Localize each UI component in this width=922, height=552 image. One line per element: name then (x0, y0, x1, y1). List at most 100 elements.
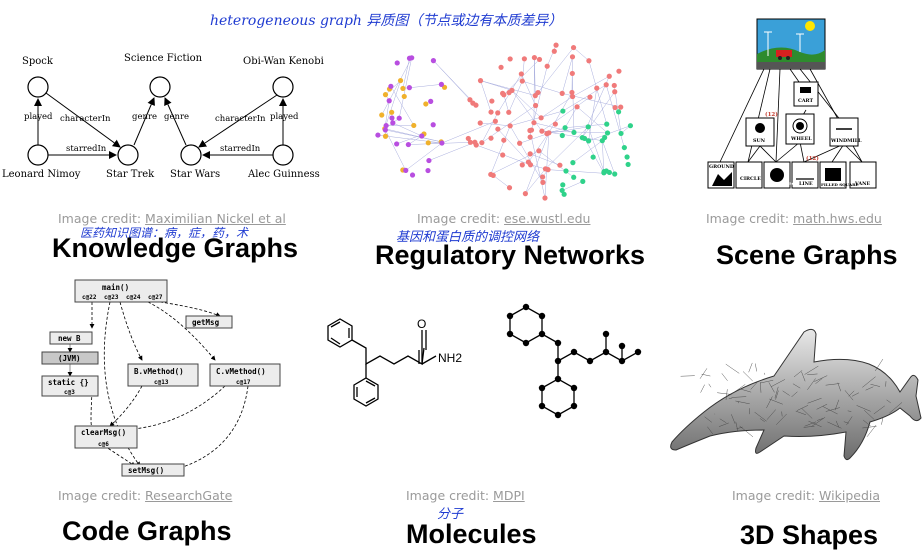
network-node (604, 121, 610, 127)
network-node (561, 191, 567, 197)
network-node (506, 185, 513, 191)
network-node (563, 168, 569, 174)
phenyl-ring-bottom (353, 377, 379, 407)
network-node (382, 127, 388, 133)
network-node (531, 54, 538, 61)
network-node (559, 90, 565, 96)
credit-link-code-graphs[interactable]: ResearchGate (145, 488, 233, 503)
network-node (470, 100, 476, 106)
network-node (559, 132, 565, 139)
network-node (477, 120, 483, 126)
kg-node-obi-wan (272, 76, 294, 98)
network-node (579, 135, 585, 141)
scene-node-circle (735, 161, 763, 189)
network-node (439, 140, 445, 146)
network-node (604, 130, 611, 136)
kg-label-spock: Spock (22, 56, 54, 67)
network-node (601, 169, 607, 175)
network-node (559, 187, 565, 194)
network-node (538, 115, 544, 121)
kg-edge-starredin-2: starredIn (220, 144, 261, 154)
network-node (569, 93, 576, 100)
network-node (627, 123, 634, 129)
network-node (495, 126, 501, 132)
code-sub-c22: c@22 (82, 294, 97, 301)
scene-count-1: (12) (765, 111, 778, 118)
network-node (569, 89, 575, 96)
kg-label-alec-guinness: Alec Guinness (247, 169, 320, 180)
scene-node-cart (793, 81, 819, 107)
network-node (386, 98, 392, 104)
kg-edge-played-1: played (24, 112, 53, 122)
network-node (539, 128, 545, 134)
network-node (467, 139, 473, 145)
title-knowledge-graphs: Knowledge Graphs (52, 233, 299, 263)
credit-link-molecules[interactable]: MDPI (493, 488, 525, 503)
code-label-main: main() (102, 283, 129, 292)
molecule-atom-node (570, 348, 578, 356)
kg-edge-genre-2: genre (164, 112, 189, 122)
network-node (560, 182, 566, 188)
network-node (375, 132, 381, 138)
network-node (403, 167, 409, 173)
scene-label-filled-circle: FILLED CIRCLE (765, 181, 801, 186)
network-node (616, 68, 622, 74)
network-node (621, 144, 627, 151)
molecule-atom-node (634, 348, 642, 356)
scene-picture (756, 18, 826, 70)
credit-link-scene-graphs[interactable]: math.hws.edu (793, 211, 882, 226)
code-node-setmsg (121, 463, 185, 477)
network-node (535, 89, 541, 96)
code-node-clearmsg (74, 425, 138, 449)
molecule-atom-node (586, 357, 594, 365)
code-label-c-vmethod: C.vMethod() (216, 367, 266, 376)
network-node (406, 85, 412, 91)
molecule-atom-node (618, 357, 626, 365)
code-label-new-b: new B (58, 334, 81, 343)
network-node (618, 104, 624, 110)
code-sub-c6: c@6 (98, 441, 109, 448)
network-node (479, 140, 485, 146)
network-node (401, 93, 407, 100)
network-node (517, 140, 523, 146)
network-node (507, 56, 513, 62)
network-node (425, 140, 431, 146)
scene-label-wheel: WHEEL (790, 136, 812, 142)
kg-node-spock (27, 76, 49, 98)
network-node (394, 141, 400, 147)
kg-edge-played-2: played (270, 112, 299, 122)
molecule-atom-node (538, 384, 546, 392)
code-graph-diagram: main() new B (JVM) static {} B.vMethod()… (41, 279, 281, 477)
credit-link-3d-shapes[interactable]: Wikipedia (819, 488, 881, 503)
molecule-atom-node (570, 384, 578, 392)
credit-3d-shapes: Image credit: Wikipedia (732, 488, 881, 503)
network-node (580, 178, 586, 184)
network-node (501, 137, 507, 143)
molecule-atom-node (506, 312, 514, 320)
network-node (562, 125, 568, 131)
code-label-clearmsg: clearMsg() (81, 428, 126, 437)
regulatory-network-diagram (375, 42, 634, 201)
kg-label-star-trek: Star Trek (106, 169, 155, 180)
network-node (618, 130, 624, 137)
network-node (569, 54, 576, 60)
network-node (500, 90, 506, 96)
network-node (426, 157, 432, 164)
code-label-b-vmethod: B.vMethod() (134, 367, 184, 376)
network-node (527, 127, 533, 134)
code-node-main (74, 279, 168, 303)
dolphin-body (670, 328, 922, 461)
molecule-atom-node (506, 330, 514, 338)
code-sub-c23: c@23 (104, 294, 119, 301)
credit-link-regulatory-networks[interactable]: ese.wustl.edu (504, 211, 591, 226)
network-node (603, 82, 609, 88)
kg-node-leonard-nimoy (27, 144, 49, 166)
network-node (522, 191, 528, 197)
network-node (488, 109, 494, 115)
credit-link-knowledge-graphs[interactable]: Maximilian Nickel et al (145, 211, 286, 226)
code-node-b-vmethod (127, 363, 199, 387)
network-node (540, 174, 546, 180)
network-node (527, 134, 533, 140)
title-regulatory-networks: Regulatory Networks (375, 240, 646, 270)
network-node (506, 109, 512, 115)
